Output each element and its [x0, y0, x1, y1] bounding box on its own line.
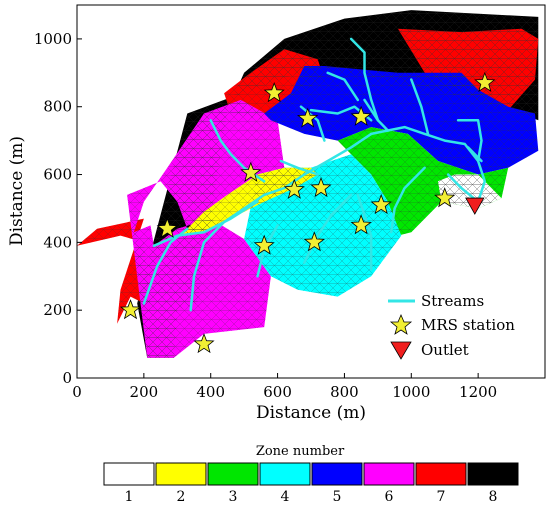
stream-line: [389, 166, 426, 234]
stream-line: [369, 125, 487, 203]
x-tick-label: 1200: [459, 383, 497, 401]
y-axis-title: Distance (m): [7, 136, 27, 246]
zone-swatch: [363, 462, 415, 486]
zone-number-label: 3: [229, 489, 238, 505]
mrs-station-marker: [283, 178, 305, 199]
zone-swatch: [415, 462, 467, 486]
legend-outlet-label: Outlet: [421, 341, 469, 359]
legend-mrs-swatch: [389, 313, 413, 335]
mrs-station-marker: [156, 217, 178, 238]
x-tick-label: 1000: [392, 383, 430, 401]
y-tick-label: 400: [43, 233, 72, 251]
y-tick-label: 0: [62, 369, 72, 387]
zone-number-label: 5: [333, 489, 342, 505]
plot-area: [77, 10, 539, 358]
zone-number-label: 7: [437, 489, 446, 505]
stream-line: [152, 200, 259, 248]
mrs-station-marker: [370, 193, 392, 215]
x-tick-label: 800: [330, 383, 359, 401]
markers-layer: [119, 71, 496, 354]
zone-number-label: 8: [489, 489, 498, 505]
map-legend: Streams MRS station Outlet: [382, 287, 540, 367]
stream-line: [356, 193, 373, 271]
zone-number-label: 6: [385, 489, 394, 505]
mrs-station-marker: [240, 161, 262, 182]
y-axis-ticks: 0 200 400 600 800 1000: [34, 30, 82, 387]
zone-legend-title: Zone number: [256, 444, 345, 459]
mrs-station-marker: [350, 214, 372, 235]
zone-swatch: [155, 462, 207, 486]
streams-layer: [142, 37, 487, 312]
mrs-station-marker: [253, 234, 275, 255]
mrs-station-marker: [193, 332, 215, 354]
zone-mesh: [177, 167, 318, 236]
zone-legend: 1 2 3 4 5 6 7 8: [103, 462, 519, 505]
zone-swatch: [103, 462, 155, 486]
mrs-station-marker: [297, 107, 319, 128]
outlet-marker: [465, 197, 485, 215]
mrs-station-marker: [310, 176, 332, 198]
zone-swatch: [207, 462, 259, 486]
stream-line: [446, 173, 480, 203]
stream-line: [349, 37, 380, 122]
legend-mrs-label: MRS station: [421, 316, 515, 334]
y-tick-label: 800: [43, 98, 72, 116]
legend-outlet-swatch: [390, 341, 412, 360]
mrs-station-marker: [303, 231, 325, 252]
x-tick-label: 200: [130, 383, 159, 401]
zone-number-label: 2: [177, 489, 186, 505]
x-tick-label: 0: [72, 383, 82, 401]
zone-mesh: [397, 28, 539, 111]
y-tick-label: 1000: [34, 30, 72, 48]
mesh-overlay: [77, 10, 539, 358]
zone-number-label: 4: [281, 489, 290, 505]
zone-swatch: [259, 462, 311, 486]
mrs-station-marker: [119, 299, 142, 320]
stream-line: [410, 78, 430, 136]
zone-mesh: [438, 174, 502, 209]
zone-swatch: [467, 462, 519, 486]
y-tick-label: 200: [43, 301, 72, 319]
x-tick-label: 600: [263, 383, 292, 401]
mrs-station-marker: [474, 71, 496, 93]
y-tick-label: 600: [43, 166, 72, 184]
stream-line: [456, 119, 483, 163]
zone-mesh: [337, 127, 509, 236]
stream-line: [142, 227, 189, 305]
x-tick-label: 400: [196, 383, 225, 401]
legend-streams-label: Streams: [421, 292, 484, 310]
zone-swatch: [311, 462, 363, 486]
plot-frame: [76, 4, 546, 379]
x-axis-ticks: 0 200 400 600 800 1000 1200: [72, 373, 497, 401]
x-axis-title: Distance (m): [256, 403, 366, 423]
stream-line: [279, 159, 319, 176]
zone-number-label: 1: [125, 489, 134, 505]
mrs-station-marker: [434, 187, 456, 208]
stream-line: [189, 132, 373, 312]
mrs-station-marker: [350, 105, 372, 126]
stream-line: [326, 71, 360, 102]
mrs-station-marker: [263, 82, 285, 103]
zone-mesh: [77, 218, 151, 324]
stream-line: [466, 146, 483, 163]
